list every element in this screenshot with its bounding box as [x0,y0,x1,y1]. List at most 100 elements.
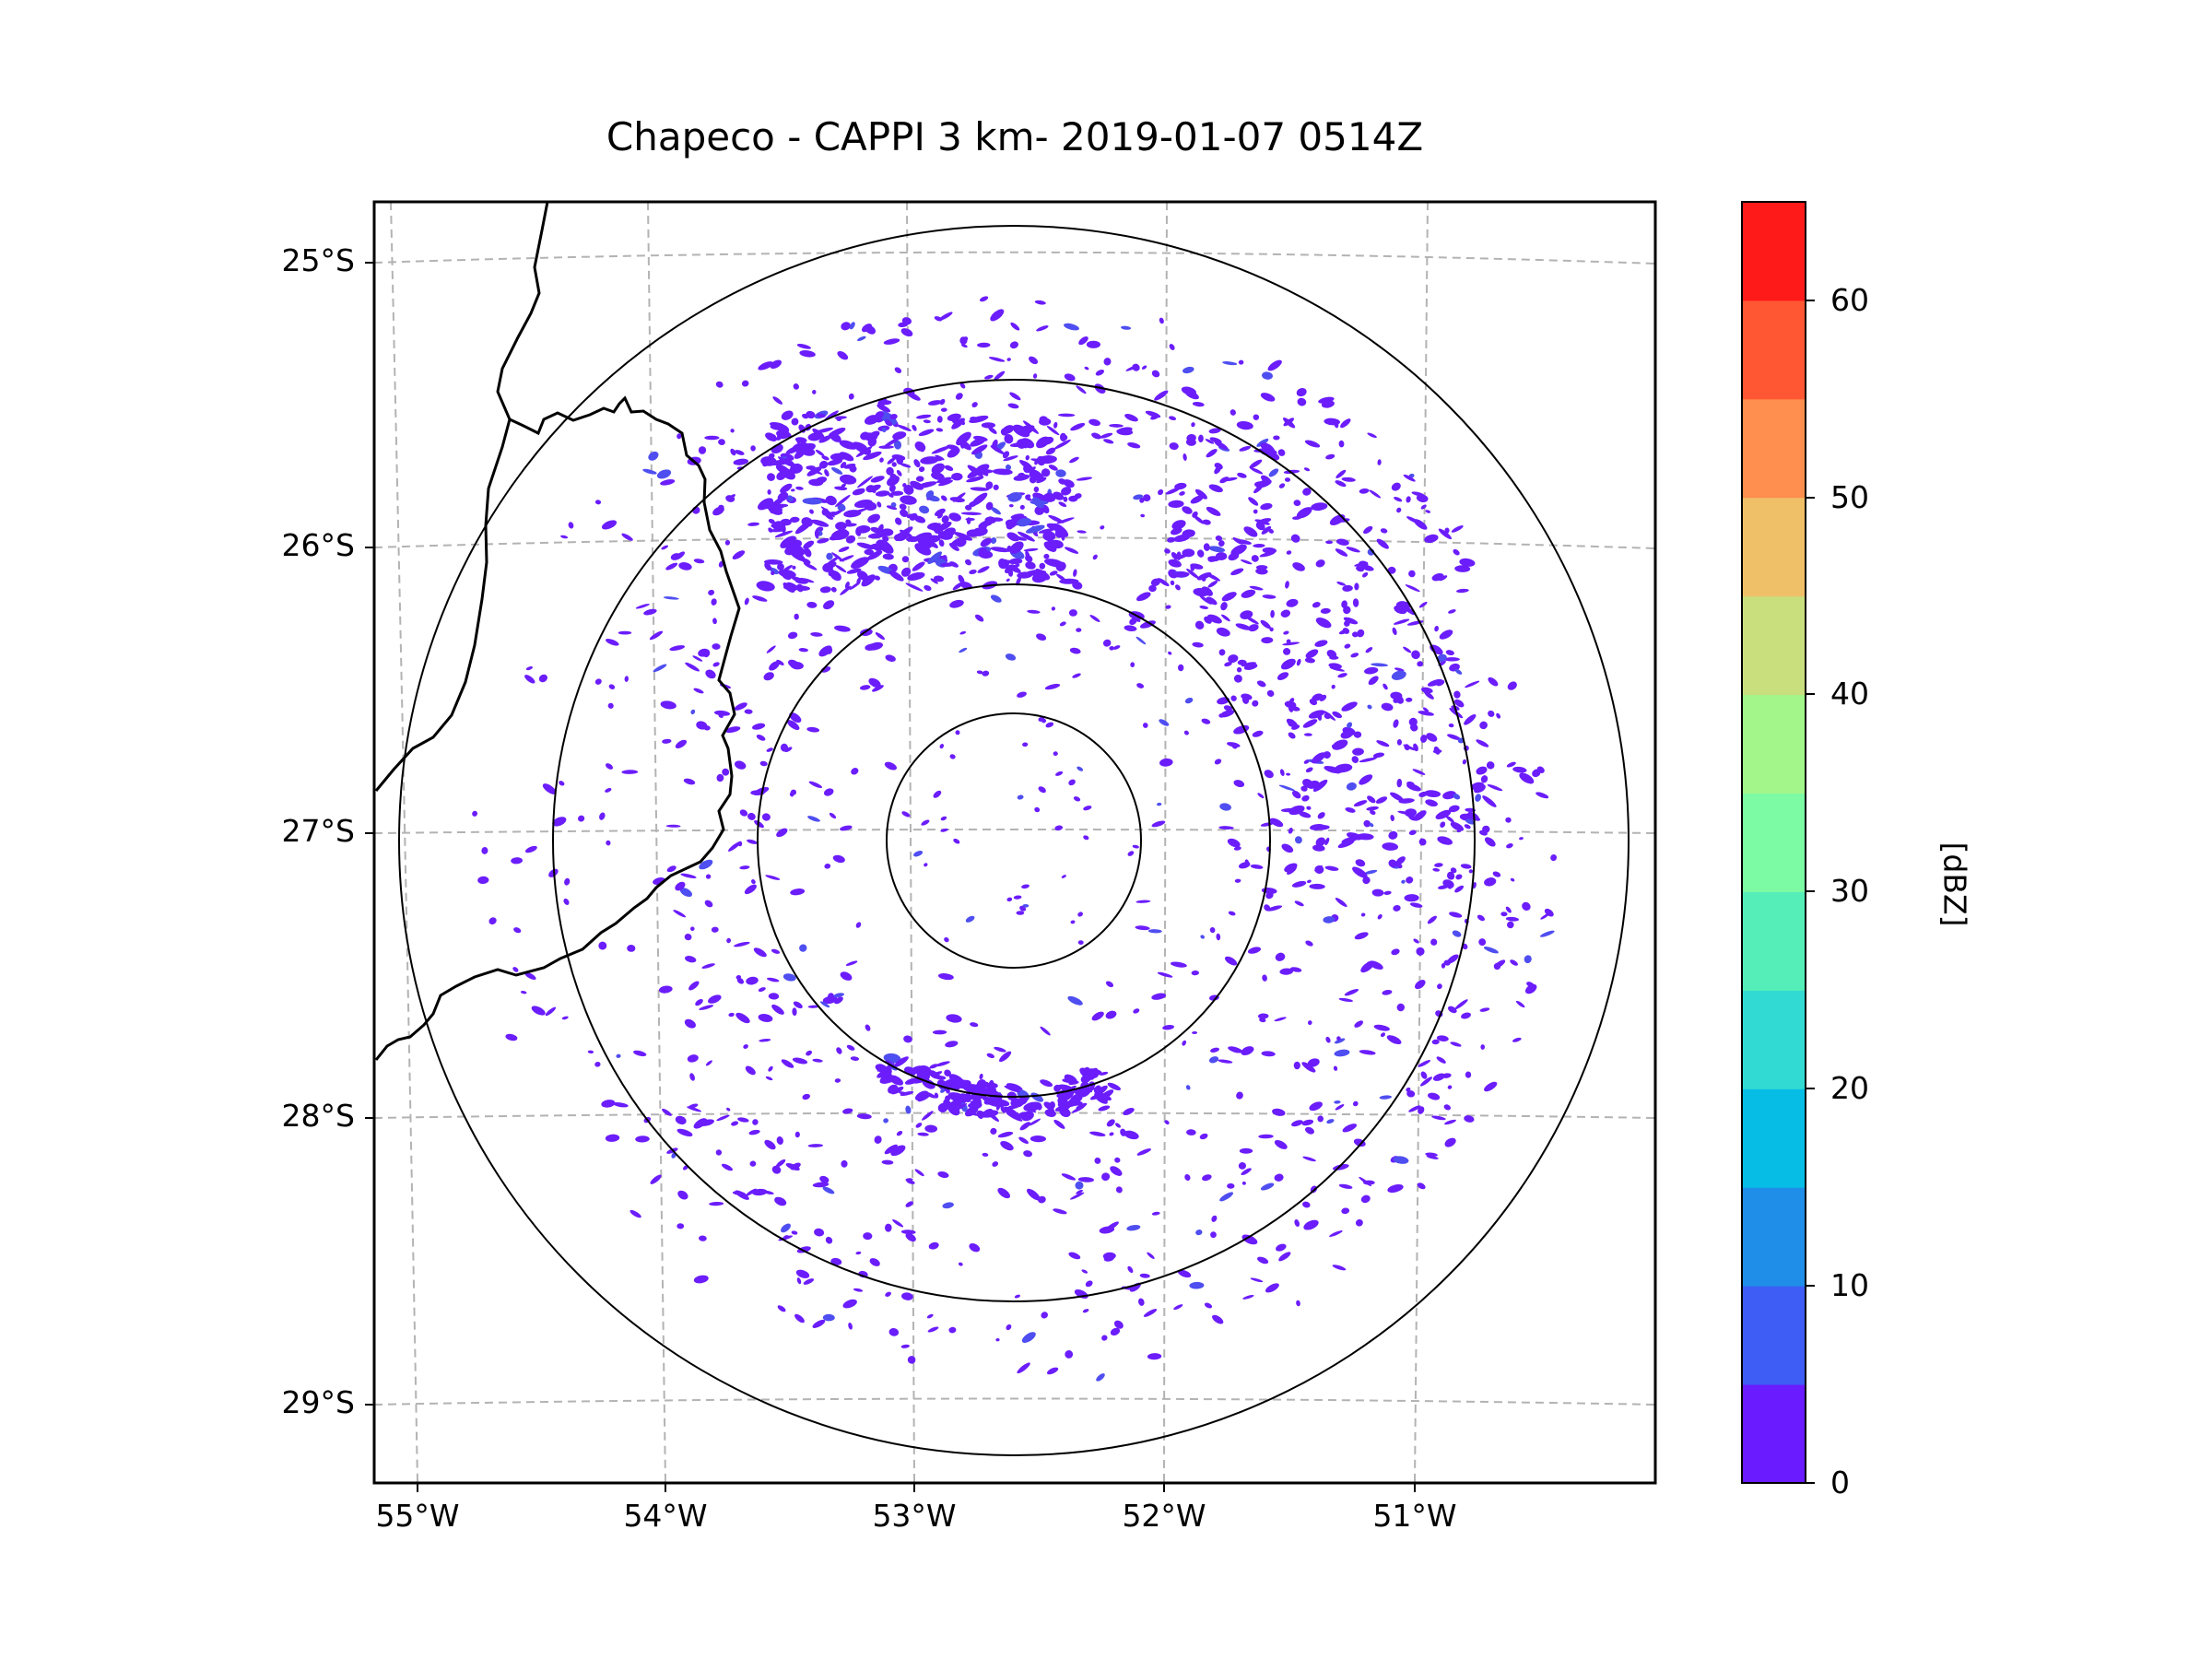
echo-cell [1038,528,1055,534]
echo-cell [986,1053,994,1059]
echo-cell [768,1065,773,1072]
range-ring-250km [398,225,1630,1456]
echo-cell [635,1135,650,1143]
echo-cell [1341,477,1356,482]
echo-cell [1076,1189,1083,1194]
echo-cell [1230,568,1244,576]
echo-cell [1027,1188,1041,1201]
echo-cell [1417,1182,1426,1190]
echo-cell [1278,1252,1291,1262]
echo-cell [477,876,489,885]
echo-cell [968,1100,982,1108]
echo-cell [1393,1156,1409,1164]
echo-cell [1476,766,1488,775]
echo-cell [1074,1289,1088,1299]
echo-cell [839,474,857,485]
echo-cell [759,1038,771,1042]
colorbar-swatch-40 [1742,595,1806,696]
colorbar-title: [dBZ] [1936,841,1973,927]
echo-cell [814,529,819,539]
echo-cell [1309,1101,1323,1112]
echo-cell [594,678,602,685]
echo-cell [1341,837,1358,844]
echo-cell [1033,486,1040,493]
echo-cell [1294,900,1304,907]
lon-label-51w: 51°W [1372,1498,1457,1534]
echo-cell [971,402,978,408]
echo-cell [1234,538,1252,545]
echo-cell [990,537,997,544]
echo-cell [1335,897,1347,908]
echo-cell [1360,912,1366,917]
echo-cell [917,1094,930,1102]
echo-cell [1454,999,1468,1010]
echo-cell [1311,502,1328,512]
echo-cell [874,575,880,581]
echo-cell [1017,691,1027,698]
echo-cell [1392,627,1397,636]
echo-cell [1151,820,1166,828]
echo-cell [1209,927,1216,934]
echo-cell [1224,956,1238,966]
echo-cell [1259,1018,1266,1023]
echo-cell [1159,758,1173,767]
echo-cell [662,1108,672,1116]
echo-cell [1303,467,1311,472]
echo-cell [642,468,657,475]
echo-cell [1519,772,1535,784]
echo-cell [601,1100,616,1108]
echo-cell [784,544,801,556]
echo-cell [1296,388,1307,397]
echo-cell [1058,501,1067,508]
echo-cell [1323,916,1335,924]
echo-cell [771,524,776,528]
echo-cell [708,994,722,1004]
echo-cell [1000,428,1009,436]
echo-cell [893,1056,909,1067]
echo-cell [758,987,766,993]
echo-cell [1218,1059,1233,1064]
echo-cell [775,1159,786,1168]
echo-cell [791,576,806,583]
echo-cell [749,1160,757,1167]
echo-cell [670,553,681,560]
echo-cell [794,1313,805,1324]
echo-cell [1082,1309,1089,1313]
echo-cell [842,1299,857,1309]
echo-cell [1022,742,1029,747]
echo-cell [735,450,745,455]
echo-cell [739,865,750,870]
echo-cell [1094,1085,1108,1097]
echo-cell [812,1058,823,1063]
echo-cell [971,492,988,506]
echo-cell [1214,441,1229,450]
echo-cell [907,571,925,581]
echo-cell [687,1106,702,1112]
echo-cell [1381,702,1394,712]
echo-cell [965,559,971,565]
echo-cell [1364,869,1378,875]
echo-cell [1352,1100,1359,1107]
echo-cell [796,344,811,349]
echo-cell [1167,536,1176,543]
echo-cell [1459,558,1476,567]
echo-cell [807,1144,823,1147]
echo-cell [1515,1000,1525,1008]
echo-cell [1007,569,1014,577]
echo-cell [889,414,898,420]
echo-cell [799,944,807,952]
echo-cell [675,881,686,891]
echo-cell [1301,794,1310,802]
echo-cell [732,550,746,560]
echo-cell [699,1005,714,1010]
echo-cell [1227,838,1241,848]
echo-cell [1025,494,1031,500]
echo-cell [1126,1225,1141,1231]
echo-cell [1196,549,1205,558]
echo-cell [1240,610,1253,619]
echo-cell [1124,1130,1139,1140]
echo-cell [966,476,984,483]
echo-cell [834,1078,841,1083]
echo-cell [1377,913,1382,920]
echo-cell [1312,844,1325,852]
